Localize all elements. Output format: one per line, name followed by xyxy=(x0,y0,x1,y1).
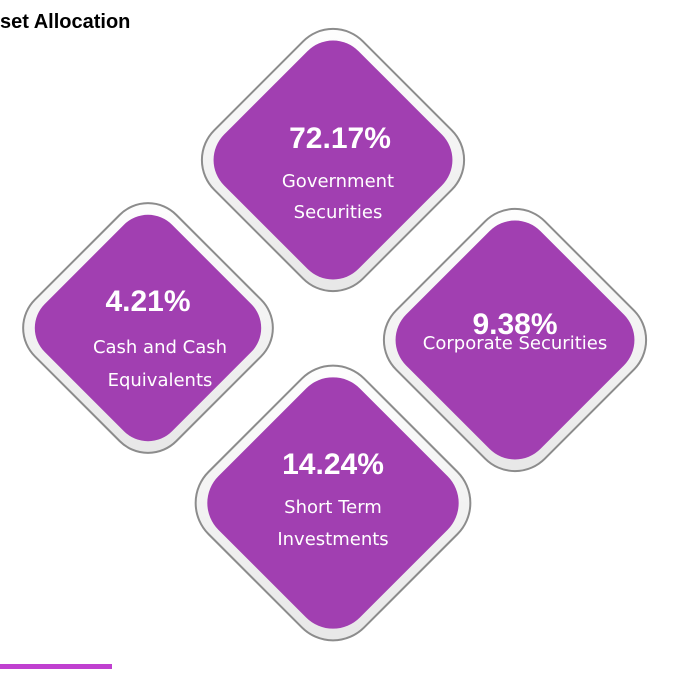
node-value: 72.17% xyxy=(289,122,391,155)
node-label: Cash and Cash xyxy=(93,337,227,358)
diamond-fill xyxy=(213,40,453,280)
title: set Allocation xyxy=(0,11,130,33)
node-value: 14.24% xyxy=(282,448,384,481)
node-label: Government xyxy=(282,171,394,192)
diamond-fill xyxy=(207,377,459,629)
diamond-cash: 4.21% Cash and Cash Equivalents xyxy=(22,202,274,454)
diamond-corporate: 9.38% Corporate Securities xyxy=(382,207,648,473)
node-label: Investments xyxy=(277,529,388,550)
diamond-government: 72.17% Government Securities xyxy=(200,27,466,293)
accent-bar xyxy=(0,664,112,669)
node-value: 9.38% xyxy=(472,308,557,341)
node-label: Short Term xyxy=(284,497,382,518)
node-value: 4.21% xyxy=(105,285,190,318)
diamond-fill xyxy=(34,214,262,442)
diamond-fill xyxy=(395,220,635,460)
node-label: Securities xyxy=(294,202,383,223)
node-label: Equivalents xyxy=(108,370,213,391)
node-label: Corporate Securities xyxy=(423,333,607,354)
diamond-short-term: 14.24% Short Term Investments xyxy=(194,364,472,642)
